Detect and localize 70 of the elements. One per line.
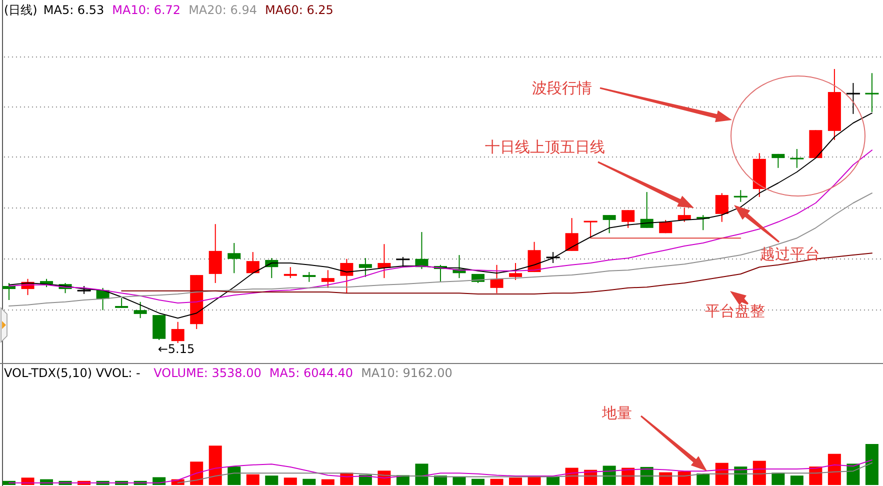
text: MA10: 6.72 bbox=[112, 3, 181, 17]
bar bbox=[546, 476, 560, 485]
candlestick bbox=[584, 220, 598, 239]
candlestick bbox=[378, 244, 391, 279]
bar bbox=[696, 474, 710, 485]
candlestick bbox=[228, 242, 241, 274]
candlestick bbox=[659, 219, 672, 234]
bar bbox=[321, 479, 334, 485]
bar bbox=[265, 476, 278, 485]
bar bbox=[715, 462, 728, 485]
bar bbox=[509, 478, 522, 485]
annotation: ←5.15 bbox=[158, 342, 195, 356]
candlestick bbox=[846, 82, 860, 114]
bar bbox=[415, 464, 428, 485]
chart-subtitle: VOLUME: 3538.00 bbox=[154, 366, 262, 380]
candlestick bbox=[152, 314, 166, 340]
candlestick bbox=[2, 282, 16, 300]
candlestick bbox=[602, 214, 616, 234]
bar bbox=[846, 464, 860, 485]
candlestick bbox=[509, 262, 522, 280]
annotation: 越过平台 bbox=[760, 245, 820, 263]
candlestick bbox=[340, 258, 354, 294]
candlestick bbox=[208, 224, 222, 284]
bar bbox=[452, 476, 466, 485]
candlestick bbox=[528, 241, 541, 273]
bar bbox=[302, 478, 316, 485]
candlestick bbox=[772, 153, 785, 168]
text: MA5: 6.53 bbox=[43, 3, 104, 17]
bar bbox=[284, 478, 297, 485]
candlestick bbox=[284, 266, 297, 279]
bar bbox=[190, 462, 204, 485]
chart-title: (日线) bbox=[4, 3, 38, 17]
candlestick bbox=[246, 252, 260, 274]
candlestick bbox=[321, 270, 334, 288]
text: 地量 bbox=[601, 404, 632, 422]
candlestick bbox=[490, 264, 504, 294]
bar bbox=[828, 454, 841, 485]
candlestick bbox=[115, 298, 128, 308]
chart-title: VOL-TDX(5,10) VVOL: - bbox=[4, 366, 140, 380]
bar bbox=[790, 476, 804, 485]
bar bbox=[246, 474, 260, 485]
annotation: 十日线上顶五日线 bbox=[485, 138, 605, 156]
candlestick bbox=[715, 192, 728, 222]
bar bbox=[472, 478, 484, 485]
bar bbox=[490, 478, 504, 485]
candlestick bbox=[171, 321, 184, 344]
candlestick bbox=[790, 148, 804, 168]
bar bbox=[772, 472, 785, 485]
text: MA10: 9162.00 bbox=[361, 366, 452, 380]
text: MA60: 6.25 bbox=[265, 3, 334, 17]
candlestick bbox=[302, 272, 316, 282]
candlestick bbox=[546, 252, 560, 264]
text: MA20: 6.94 bbox=[188, 3, 257, 17]
bar bbox=[208, 446, 222, 485]
bar bbox=[752, 460, 766, 485]
candlestick bbox=[678, 207, 691, 222]
candlestick bbox=[565, 218, 578, 252]
annotation: 波段行情 bbox=[532, 79, 592, 97]
candlestick bbox=[396, 256, 410, 268]
candlestick bbox=[865, 72, 879, 113]
bar bbox=[659, 472, 672, 485]
bar bbox=[865, 444, 878, 485]
annotation: 平台盘整 bbox=[705, 302, 765, 320]
candlestick bbox=[622, 210, 635, 228]
text: MA5: 6044.40 bbox=[269, 366, 354, 380]
candlestick bbox=[734, 190, 748, 202]
bar bbox=[228, 466, 241, 485]
candlestick bbox=[358, 258, 372, 278]
candlestick bbox=[134, 301, 147, 319]
bar bbox=[678, 471, 691, 485]
